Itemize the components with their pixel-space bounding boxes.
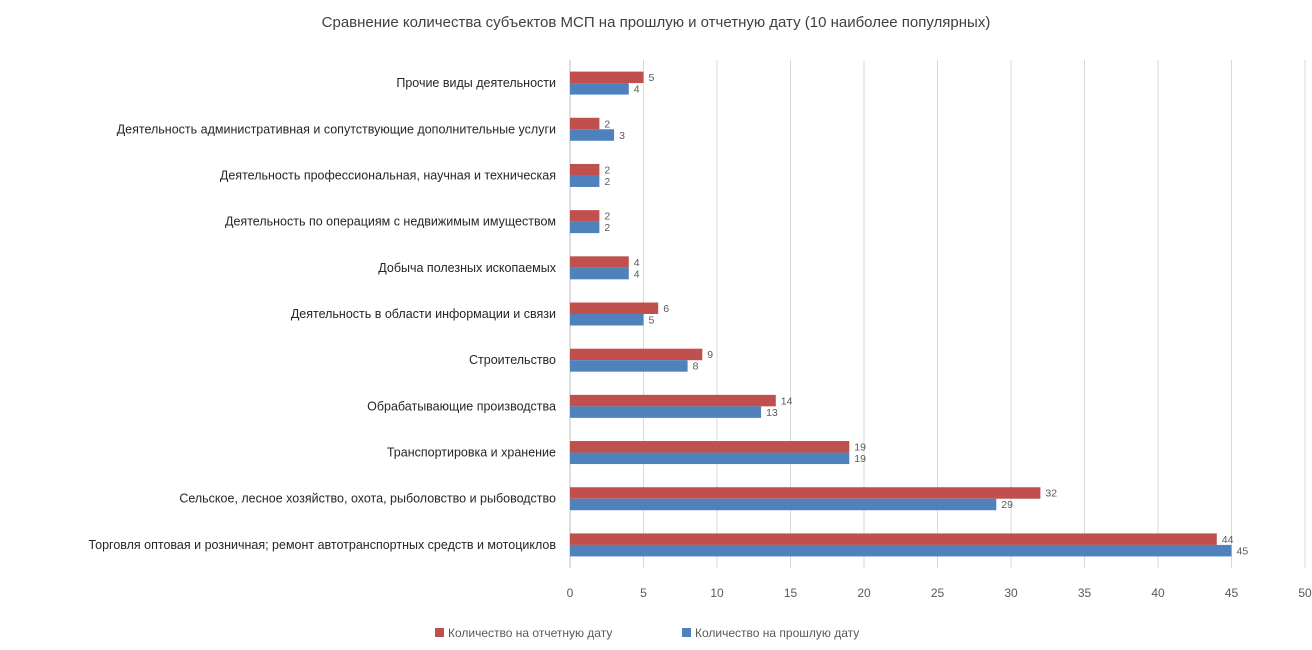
- bar-previous: [570, 221, 600, 234]
- gridlines: [569, 60, 1306, 568]
- data-label: 4: [634, 268, 640, 280]
- data-label: 9: [707, 349, 713, 361]
- category-label: Прочие виды деятельности: [396, 76, 556, 90]
- data-label: 19: [854, 453, 866, 465]
- bar-previous: [570, 175, 600, 187]
- legend-label-previous: Количество на прошлую дату: [695, 626, 859, 640]
- bar-previous: [570, 544, 1232, 557]
- category-label: Деятельность по операциям с недвижимым и…: [225, 215, 556, 229]
- data-label: 6: [663, 303, 669, 315]
- data-label: 2: [604, 211, 610, 223]
- bar-previous: [570, 314, 644, 326]
- data-label: 19: [854, 442, 866, 454]
- bar-previous: [570, 406, 762, 418]
- chart-title: Сравнение количества субъектов МСП на пр…: [322, 14, 991, 31]
- bar-current: [570, 210, 600, 222]
- x-tick-label: 10: [710, 586, 724, 600]
- x-tick-label: 0: [567, 586, 574, 600]
- category-labels: Прочие виды деятельности Деятельность адм…: [88, 76, 556, 552]
- x-tick-label: 40: [1151, 586, 1165, 600]
- x-tick-label: 15: [784, 586, 798, 600]
- category-label: Обрабатывающие производства: [367, 399, 556, 413]
- bar-previous: [570, 129, 615, 141]
- category-label: Транспортировка и хранение: [387, 446, 556, 460]
- x-tick-label: 30: [1004, 586, 1018, 600]
- category-label: Торговля оптовая и розничная; ремонт авт…: [88, 538, 556, 552]
- bar-previous: [570, 360, 688, 372]
- bars: [570, 71, 1232, 557]
- legend-label-current: Количество на отчетную дату: [448, 626, 612, 640]
- bar-current: [570, 487, 1041, 499]
- data-label: 45: [1237, 545, 1249, 557]
- data-label: 4: [634, 84, 640, 96]
- category-label: Деятельность в области информации и связ…: [291, 307, 556, 321]
- legend: Количество на отчетную дату Количество н…: [435, 626, 859, 640]
- x-tick-label: 45: [1225, 586, 1239, 600]
- x-tick-label: 25: [931, 586, 945, 600]
- x-tick-label: 35: [1078, 586, 1092, 600]
- data-label: 4: [634, 257, 640, 269]
- category-label: Сельское, лесное хозяйство, охота, рыбол…: [179, 492, 556, 506]
- bar-previous: [570, 267, 629, 280]
- data-label: 2: [604, 176, 610, 188]
- x-tick-label: 50: [1298, 586, 1312, 600]
- data-label: 2: [604, 222, 610, 234]
- x-tick-label: 5: [640, 586, 647, 600]
- legend-swatch-current: [435, 628, 444, 637]
- data-label: 8: [693, 361, 699, 373]
- data-label: 3: [619, 130, 625, 142]
- data-label: 44: [1222, 534, 1234, 546]
- legend-swatch-previous: [682, 628, 691, 637]
- bar-current: [570, 117, 600, 130]
- category-label: Строительство: [469, 353, 556, 367]
- bar-current: [570, 394, 776, 407]
- bar-previous: [570, 83, 629, 95]
- bar-current: [570, 256, 629, 268]
- data-label: 14: [781, 395, 793, 407]
- category-label: Деятельность профессиональная, научная и…: [220, 168, 556, 182]
- bar-current: [570, 441, 850, 453]
- x-axis-ticks: 0 5 10 15 20 25 30 35 40 45 50: [567, 586, 1312, 600]
- bar-current: [570, 71, 644, 84]
- bar-current: [570, 163, 600, 176]
- data-label: 5: [649, 72, 655, 84]
- data-label: 2: [604, 164, 610, 176]
- category-label: Деятельность административная и сопутств…: [117, 122, 556, 136]
- data-label: 2: [604, 118, 610, 130]
- category-label: Добыча полезных ископаемых: [378, 261, 556, 275]
- bar-previous: [570, 452, 850, 465]
- data-label: 29: [1001, 499, 1013, 511]
- bar-previous: [570, 498, 997, 511]
- bar-current: [570, 348, 703, 361]
- data-label: 5: [649, 315, 655, 327]
- bar-current: [570, 533, 1217, 545]
- data-label: 13: [766, 407, 778, 419]
- x-tick-label: 20: [857, 586, 871, 600]
- data-label: 32: [1045, 488, 1057, 500]
- bar-current: [570, 302, 659, 314]
